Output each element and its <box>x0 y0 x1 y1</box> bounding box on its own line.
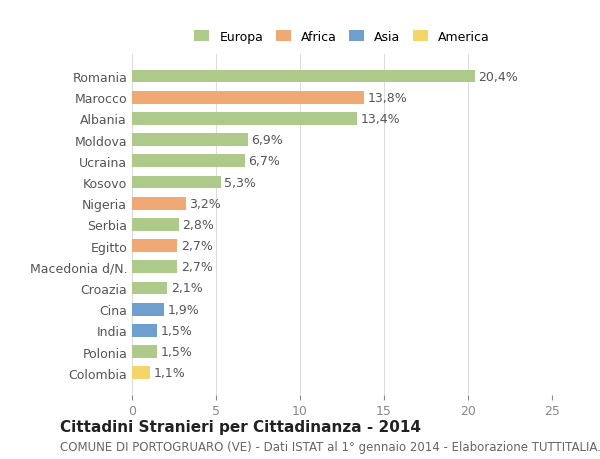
Bar <box>132 113 357 125</box>
Text: 2,7%: 2,7% <box>181 240 212 252</box>
Text: 13,8%: 13,8% <box>367 91 407 105</box>
Text: 3,2%: 3,2% <box>189 197 221 210</box>
Text: 1,5%: 1,5% <box>161 345 193 358</box>
Text: 1,1%: 1,1% <box>154 366 185 380</box>
Text: 1,5%: 1,5% <box>161 324 193 337</box>
Text: 6,7%: 6,7% <box>248 155 280 168</box>
Bar <box>132 176 221 189</box>
Bar <box>132 325 157 337</box>
Text: 5,3%: 5,3% <box>224 176 256 189</box>
Text: 1,9%: 1,9% <box>167 303 199 316</box>
Text: 2,7%: 2,7% <box>181 261 212 274</box>
Bar <box>132 197 186 210</box>
Bar <box>132 71 475 83</box>
Text: 6,9%: 6,9% <box>251 134 283 147</box>
Bar <box>132 155 245 168</box>
Text: 13,4%: 13,4% <box>361 112 400 126</box>
Bar <box>132 303 164 316</box>
Bar <box>132 134 248 147</box>
Bar <box>132 261 178 274</box>
Bar <box>132 218 179 231</box>
Text: 2,8%: 2,8% <box>182 218 214 231</box>
Bar <box>132 92 364 104</box>
Text: 2,1%: 2,1% <box>170 282 202 295</box>
Bar <box>132 367 151 379</box>
Bar <box>132 282 167 295</box>
Text: 20,4%: 20,4% <box>478 70 518 84</box>
Legend: Europa, Africa, Asia, America: Europa, Africa, Asia, America <box>191 28 493 48</box>
Bar <box>132 240 178 252</box>
Text: COMUNE DI PORTOGRUARO (VE) - Dati ISTAT al 1° gennaio 2014 - Elaborazione TUTTIT: COMUNE DI PORTOGRUARO (VE) - Dati ISTAT … <box>60 440 600 453</box>
Bar <box>132 346 157 358</box>
Text: Cittadini Stranieri per Cittadinanza - 2014: Cittadini Stranieri per Cittadinanza - 2… <box>60 420 421 435</box>
